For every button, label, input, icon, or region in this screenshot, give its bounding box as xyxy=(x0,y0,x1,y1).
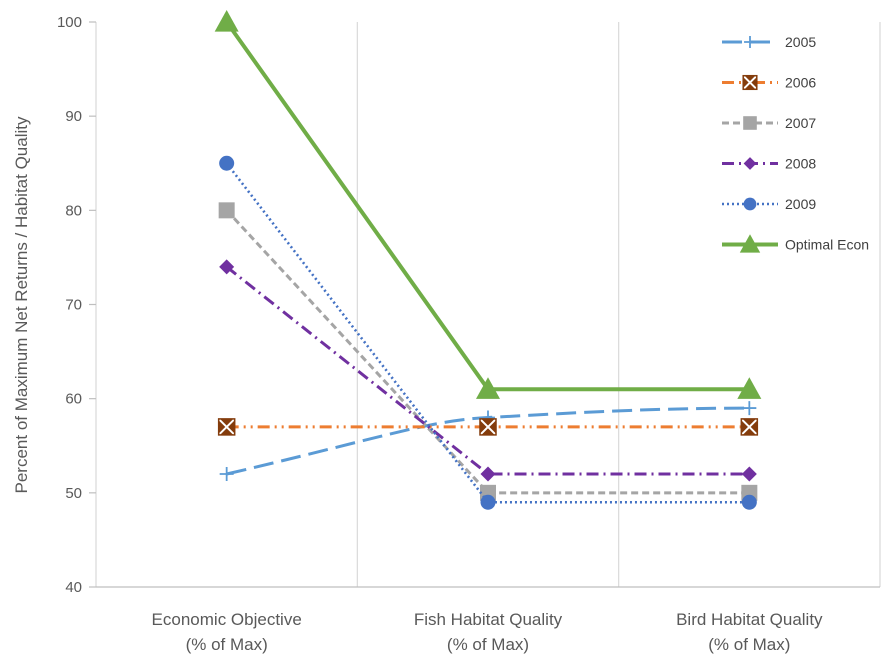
legend-marker xyxy=(739,234,761,253)
series-line xyxy=(225,162,750,504)
x-category-label: (% of Max) xyxy=(447,635,529,654)
legend-marker xyxy=(743,197,757,211)
data-point xyxy=(740,418,759,436)
legend-marker xyxy=(743,116,757,130)
legend-entry: 2005 xyxy=(722,34,816,50)
series-line xyxy=(225,209,750,495)
data-point xyxy=(741,494,757,510)
series-2009 xyxy=(219,155,757,510)
legend-label: 2007 xyxy=(785,115,816,131)
legend-label: Optimal Econ xyxy=(785,237,869,253)
y-tick-label: 40 xyxy=(65,579,82,596)
legend-label: 2005 xyxy=(785,34,816,50)
legend-entry: 2006 xyxy=(722,75,816,91)
series-2005 xyxy=(219,401,757,481)
series-2006 xyxy=(217,418,759,436)
y-tick-label: 80 xyxy=(65,202,82,219)
data-point xyxy=(479,418,497,436)
legend-marker xyxy=(743,157,757,170)
legend-entry: 2009 xyxy=(722,196,816,212)
data-point xyxy=(214,10,239,32)
data-point xyxy=(219,467,234,481)
data-point xyxy=(480,494,496,510)
y-tick-label: 100 xyxy=(57,14,82,31)
y-tick-label: 90 xyxy=(65,108,82,125)
series-line xyxy=(225,20,750,392)
series-optimal-econ xyxy=(214,10,762,399)
legend-entry: Optimal Econ xyxy=(722,234,869,253)
legend-label: 2008 xyxy=(785,156,816,172)
data-point xyxy=(217,418,236,436)
x-category-label: (% of Max) xyxy=(708,635,790,654)
data-point xyxy=(737,377,762,399)
data-point xyxy=(742,401,757,416)
series-2008 xyxy=(219,259,757,482)
legend-label: 2009 xyxy=(785,196,816,212)
data-point xyxy=(219,155,235,171)
legend-entry: 2007 xyxy=(722,115,816,131)
legend-label: 2006 xyxy=(785,75,816,91)
legend-entry: 2008 xyxy=(722,156,816,172)
data-point xyxy=(476,377,500,399)
data-point xyxy=(218,202,235,219)
y-tick-label: 50 xyxy=(65,485,82,502)
series-line xyxy=(225,265,750,476)
y-axis-title: Percent of Maximum Net Returns / Habitat… xyxy=(12,116,31,493)
data-point xyxy=(480,466,496,482)
data-point xyxy=(741,466,757,482)
legend-marker xyxy=(742,74,758,91)
x-category-label: Economic Objective xyxy=(152,610,302,629)
data-point xyxy=(219,259,235,275)
y-tick-label: 70 xyxy=(65,297,82,314)
x-category-label: Bird Habitat Quality xyxy=(676,610,823,629)
legend-marker xyxy=(744,36,756,48)
y-tick-label: 60 xyxy=(65,391,82,408)
x-category-label: Fish Habitat Quality xyxy=(414,610,563,629)
x-category-label: (% of Max) xyxy=(186,635,268,654)
